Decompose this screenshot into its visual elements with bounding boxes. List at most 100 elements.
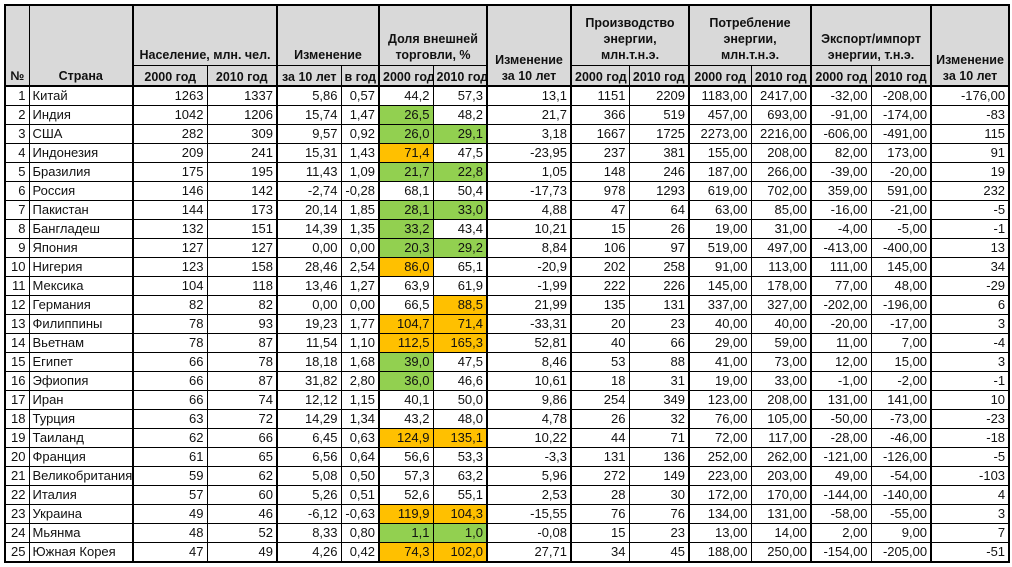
table-row: 21 Великобритания 59 62 5,08 0,50 57,3 63,2 5,96…	[4, 466, 1010, 486]
cell-change_10y: 5,26	[276, 485, 342, 505]
cell-export_import_2000: -16,00	[810, 200, 872, 220]
cell-change_per_year: 0,80	[340, 523, 380, 543]
cell-change_per_year: 0,00	[340, 238, 380, 258]
cell-production_2000: 131	[570, 447, 630, 467]
cell-change_per_year: -0,28	[340, 181, 380, 201]
cell-change_per_year: 0,42	[340, 542, 380, 563]
cell-trade_2000: 86,0	[378, 257, 434, 277]
cell-row-number: 1	[4, 85, 30, 106]
cell-export_import_2000: -39,00	[810, 162, 872, 182]
table-row: 23 Украина 49 46 -6,12 -0,63 119,9 104,3 -15,55 7…	[4, 504, 1010, 524]
cell-export_import_2010: 145,00	[870, 257, 932, 277]
cell-trade_2010: 61,9	[432, 276, 488, 296]
cell-consumption_2010: 208,00	[750, 143, 812, 163]
cell-energy_change_10y: 232	[930, 181, 1010, 201]
cell-row-number: 22	[4, 485, 30, 505]
cell-change_per_year: -0,63	[340, 504, 380, 524]
cell-trade_2000: 124,9	[378, 428, 434, 448]
cell-trade_2000: 74,3	[378, 542, 434, 563]
cell-population_2000: 144	[132, 200, 208, 220]
cell-energy_change_10y: -18	[930, 428, 1010, 448]
cell-trade_2010: 135,1	[432, 428, 488, 448]
cell-population_2010: 158	[206, 257, 278, 277]
cell-production_2000: 15	[570, 523, 630, 543]
cell-change_per_year: 1,47	[340, 105, 380, 125]
cell-export_import_2000: 11,00	[810, 333, 872, 353]
table-row: 25 Южная Корея 47 49 4,26 0,42 74,3 102,0 27,71 3…	[4, 542, 1010, 563]
cell-row-number: 5	[4, 162, 30, 182]
cell-trade_change_10y: 9,86	[486, 390, 572, 410]
cell-trade_2010: 63,2	[432, 466, 488, 486]
cell-consumption_2010: 117,00	[750, 428, 812, 448]
cell-consumption_2000: 172,00	[688, 485, 752, 505]
cell-population_2000: 63	[132, 409, 208, 429]
cell-country: Япония	[28, 238, 134, 258]
cell-country: Мексика	[28, 276, 134, 296]
cell-row-number: 12	[4, 295, 30, 315]
cell-change_per_year: 1,34	[340, 409, 380, 429]
cell-change_10y: 20,14	[276, 200, 342, 220]
cell-production_2010: 23	[628, 314, 690, 334]
cell-consumption_2010: 203,00	[750, 466, 812, 486]
cell-production_2010: 32	[628, 409, 690, 429]
cell-production_2010: 66	[628, 333, 690, 353]
cell-energy_change_10y: -23	[930, 409, 1010, 429]
cell-consumption_2000: 13,00	[688, 523, 752, 543]
cell-export_import_2010: -174,00	[870, 105, 932, 125]
cell-change_10y: 8,33	[276, 523, 342, 543]
cell-export_import_2000: -50,00	[810, 409, 872, 429]
cell-trade_change_10y: -33,31	[486, 314, 572, 334]
cell-export_import_2000: -154,00	[810, 542, 872, 563]
cell-row-number: 6	[4, 181, 30, 201]
cell-trade_2010: 57,3	[432, 85, 488, 106]
cell-population_2010: 195	[206, 162, 278, 182]
cell-consumption_2000: 19,00	[688, 371, 752, 391]
cell-trade_2010: 50,0	[432, 390, 488, 410]
cell-energy_change_10y: 10	[930, 390, 1010, 410]
cell-export_import_2000: 359,00	[810, 181, 872, 201]
cell-production_2010: 349	[628, 390, 690, 410]
cell-population_2010: 87	[206, 371, 278, 391]
cell-consumption_2010: 59,00	[750, 333, 812, 353]
cell-row-number: 20	[4, 447, 30, 467]
cell-trade_2010: 1,0	[432, 523, 488, 543]
cell-population_2000: 209	[132, 143, 208, 163]
cell-trade_2000: 33,2	[378, 219, 434, 239]
cell-trade_change_10y: 5,96	[486, 466, 572, 486]
cell-country: Мьянма	[28, 523, 134, 543]
cell-population_2010: 66	[206, 428, 278, 448]
cell-row-number: 8	[4, 219, 30, 239]
cell-production_2010: 1293	[628, 181, 690, 201]
cell-consumption_2000: 457,00	[688, 105, 752, 125]
table-row: 18 Турция 63 72 14,29 1,34 43,2 48,0 4,78 26 32 76,…	[4, 409, 1010, 429]
cell-row-number: 3	[4, 124, 30, 144]
cell-population_2010: 87	[206, 333, 278, 353]
cell-production_2010: 45	[628, 542, 690, 563]
column-header-consumption-2000: 2000 год	[688, 64, 752, 87]
cell-country: Бразилия	[28, 162, 134, 182]
cell-energy_change_10y: -176,00	[930, 85, 1010, 106]
cell-trade_2010: 50,4	[432, 181, 488, 201]
cell-row-number: 24	[4, 523, 30, 543]
cell-consumption_2010: 2216,00	[750, 124, 812, 144]
cell-consumption_2010: 250,00	[750, 542, 812, 563]
cell-trade_change_10y: 8,46	[486, 352, 572, 372]
cell-consumption_2010: 73,00	[750, 352, 812, 372]
cell-production_2000: 47	[570, 200, 630, 220]
cell-energy_change_10y: -4	[930, 333, 1010, 353]
cell-change_per_year: 1,15	[340, 390, 380, 410]
cell-consumption_2000: 41,00	[688, 352, 752, 372]
cell-energy_change_10y: 13	[930, 238, 1010, 258]
cell-export_import_2010: 141,00	[870, 390, 932, 410]
group-header-trade-share: Доля внешней торговли, %	[378, 4, 488, 66]
cell-production_2000: 40	[570, 333, 630, 353]
cell-trade_2000: 104,7	[378, 314, 434, 334]
header-year-row: 2000 год 2010 год за 10 лет в год 2000 г…	[5, 64, 1009, 87]
table-row: 8 Бангладеш 132 151 14,39 1,35 33,2 43,4 10,21 15…	[4, 219, 1010, 239]
cell-population_2000: 1263	[132, 85, 208, 106]
cell-production_2000: 1151	[570, 85, 630, 106]
cell-change_10y: 9,57	[276, 124, 342, 144]
cell-export_import_2000: -144,00	[810, 485, 872, 505]
cell-population_2010: 74	[206, 390, 278, 410]
